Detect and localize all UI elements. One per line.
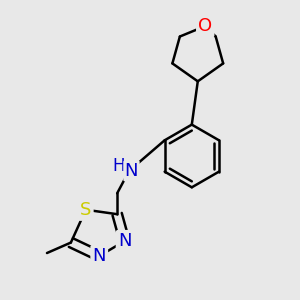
- Text: S: S: [80, 201, 92, 219]
- Text: N: N: [125, 162, 138, 180]
- Text: N: N: [118, 232, 131, 250]
- Text: N: N: [92, 247, 106, 265]
- Text: O: O: [198, 17, 212, 35]
- Text: H: H: [112, 158, 125, 175]
